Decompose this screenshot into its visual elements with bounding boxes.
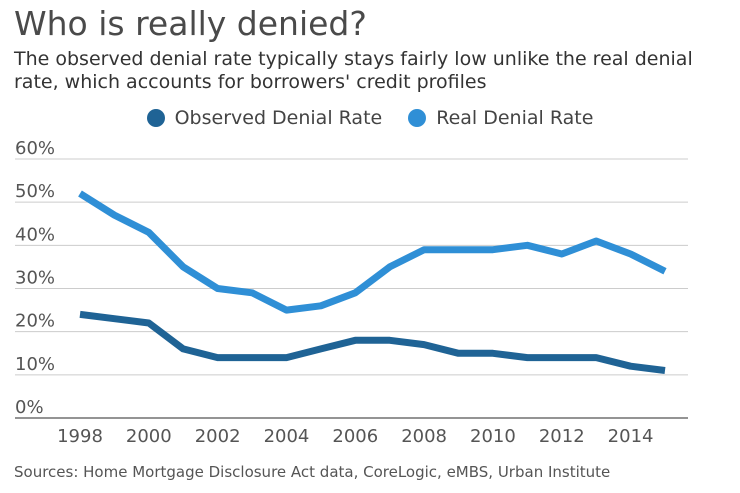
legend-label-observed: Observed Denial Rate	[174, 107, 383, 129]
x-tick-label: 1998	[57, 426, 103, 447]
y-tick-label: 0%	[15, 397, 44, 418]
x-tick-label: 2004	[264, 426, 310, 447]
x-tick-label: 2014	[608, 426, 654, 447]
legend-item-observed: Observed Denial Rate	[146, 107, 383, 129]
series-line-real	[78, 190, 667, 314]
chart-title: Who is really denied?	[14, 4, 367, 43]
legend-item-real: Real Denial Rate	[408, 107, 593, 129]
x-tick-label: 2010	[470, 426, 516, 447]
x-tick-label: 2002	[195, 426, 241, 447]
y-tick-label: 40%	[15, 224, 55, 245]
y-tick-label: 10%	[15, 354, 55, 375]
x-tick-label: 2000	[126, 426, 172, 447]
series-line-observed	[79, 310, 666, 374]
gridlines	[15, 158, 688, 419]
x-axis-ticks: 1998 2000 2002 2004 2006 2008 2010 2012 2014	[57, 426, 653, 447]
legend-label-real: Real Denial Rate	[436, 107, 594, 129]
x-tick-label: 2008	[401, 426, 447, 447]
y-tick-label: 50%	[15, 181, 55, 202]
x-tick-label: 2006	[332, 426, 378, 447]
x-tick-label: 2012	[539, 426, 585, 447]
chart-legend: Observed Denial Rate Real Denial Rate	[0, 107, 740, 129]
source-note: Sources: Home Mortgage Disclosure Act da…	[14, 463, 611, 481]
legend-marker-observed	[146, 109, 165, 127]
y-tick-label: 30%	[15, 268, 55, 289]
legend-marker-real	[408, 109, 427, 127]
y-tick-label: 20%	[15, 311, 55, 332]
y-axis-ticks: 0% 10% 20% 30% 40% 50% 60%	[15, 138, 55, 418]
y-tick-label: 60%	[15, 138, 55, 159]
series-lines	[78, 190, 667, 374]
chart-subtitle: The observed denial rate typically stays…	[14, 48, 693, 93]
